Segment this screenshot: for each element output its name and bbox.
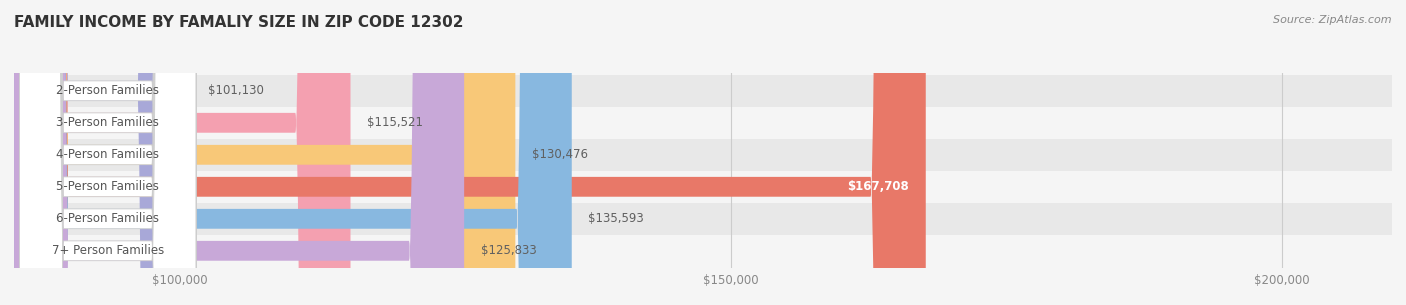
FancyBboxPatch shape [14, 0, 464, 305]
FancyBboxPatch shape [14, 0, 572, 305]
FancyBboxPatch shape [20, 0, 195, 305]
FancyBboxPatch shape [20, 0, 195, 305]
Text: FAMILY INCOME BY FAMALIY SIZE IN ZIP CODE 12302: FAMILY INCOME BY FAMALIY SIZE IN ZIP COD… [14, 15, 464, 30]
Bar [14, 75, 1392, 107]
Text: $130,476: $130,476 [531, 148, 588, 161]
Bar [14, 203, 1392, 235]
Bar [14, 107, 1392, 139]
Text: 3-Person Families: 3-Person Families [56, 116, 159, 129]
Text: 4-Person Families: 4-Person Families [56, 148, 159, 161]
Text: $135,593: $135,593 [588, 212, 644, 225]
FancyBboxPatch shape [20, 0, 195, 305]
FancyBboxPatch shape [14, 0, 191, 305]
FancyBboxPatch shape [20, 0, 195, 305]
FancyBboxPatch shape [14, 0, 516, 305]
FancyBboxPatch shape [14, 0, 350, 305]
Bar [14, 171, 1392, 203]
Text: Source: ZipAtlas.com: Source: ZipAtlas.com [1274, 15, 1392, 25]
Text: 5-Person Families: 5-Person Families [56, 180, 159, 193]
FancyBboxPatch shape [14, 0, 925, 305]
Text: 2-Person Families: 2-Person Families [56, 84, 159, 97]
Text: $125,833: $125,833 [481, 244, 537, 257]
FancyBboxPatch shape [20, 0, 195, 305]
Text: 6-Person Families: 6-Person Families [56, 212, 159, 225]
Text: $101,130: $101,130 [208, 84, 264, 97]
Bar [14, 235, 1392, 267]
FancyBboxPatch shape [20, 0, 195, 305]
Text: $167,708: $167,708 [848, 180, 910, 193]
Bar [14, 139, 1392, 171]
Text: 7+ Person Families: 7+ Person Families [52, 244, 165, 257]
Text: $115,521: $115,521 [367, 116, 423, 129]
